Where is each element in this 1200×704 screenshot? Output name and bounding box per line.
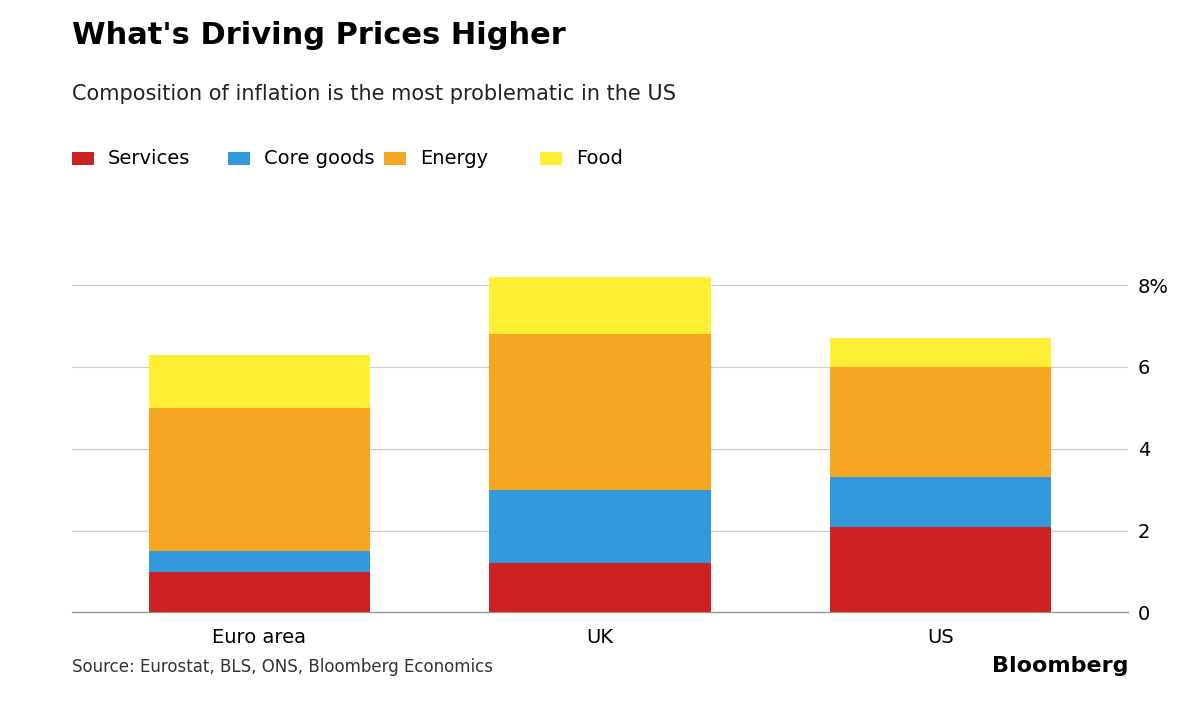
Text: Food: Food <box>576 149 623 168</box>
Bar <box>830 477 1051 527</box>
Text: Core goods: Core goods <box>264 149 374 168</box>
Bar <box>830 527 1051 612</box>
Text: Bloomberg: Bloomberg <box>991 656 1128 676</box>
Bar <box>830 338 1051 367</box>
Text: Energy: Energy <box>420 149 488 168</box>
Bar <box>149 355 370 408</box>
Bar <box>149 408 370 551</box>
Text: Source: Eurostat, BLS, ONS, Bloomberg Economics: Source: Eurostat, BLS, ONS, Bloomberg Ec… <box>72 658 493 676</box>
Bar <box>149 551 370 572</box>
Text: Composition of inflation is the most problematic in the US: Composition of inflation is the most pro… <box>72 84 676 104</box>
Bar <box>830 367 1051 477</box>
Bar <box>490 334 710 490</box>
Bar <box>490 277 710 334</box>
Text: Services: Services <box>108 149 191 168</box>
Text: What's Driving Prices Higher: What's Driving Prices Higher <box>72 21 565 50</box>
Bar <box>149 572 370 612</box>
Bar <box>490 490 710 563</box>
Bar <box>490 563 710 612</box>
